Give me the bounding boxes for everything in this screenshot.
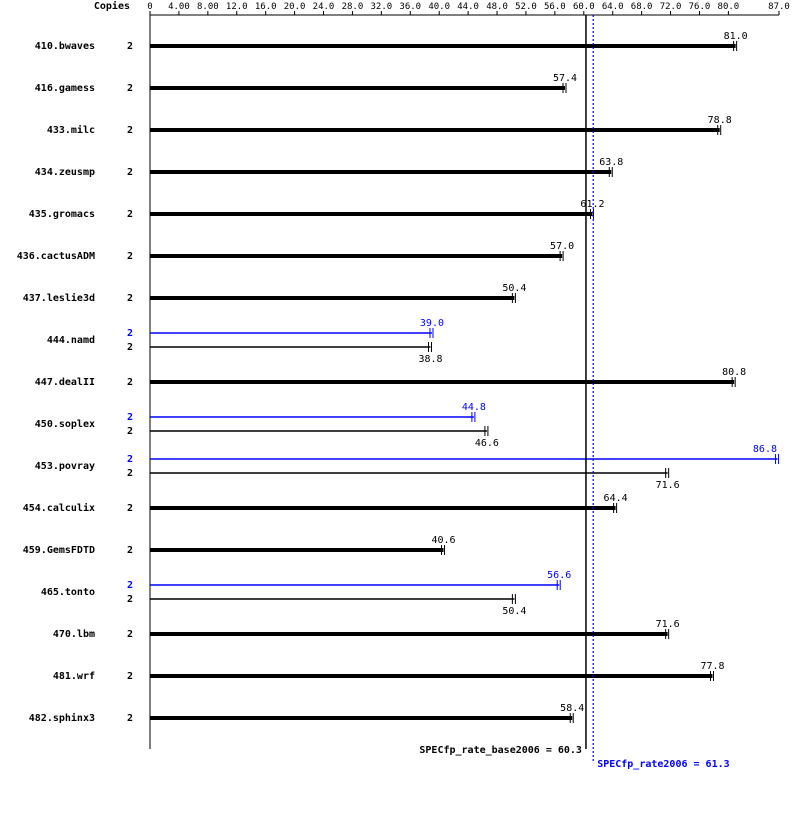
benchmark-label: 437.leslie3d [23,292,95,304]
result-value: 86.8 [753,444,777,455]
result-value: 46.6 [475,438,499,449]
benchmark-label: 447.dealII [35,377,95,388]
x-tick-label: 87.0 [768,2,790,12]
copies-value: 2 [127,594,133,605]
x-tick-label: 36.0 [399,2,421,12]
x-tick-label: 20.0 [284,2,306,12]
benchmark-label: 482.sphinx3 [29,712,95,724]
result-value: 56.6 [547,570,571,581]
x-tick-label: 72.0 [660,2,682,12]
result-value: 40.6 [431,535,455,546]
summary-base-label: SPECfp_rate_base2006 = 60.3 [419,745,582,756]
copies-value: 2 [127,293,133,304]
copies-value: 2 [127,468,133,479]
benchmark-label: 450.soplex [35,419,95,430]
result-value: 71.6 [656,619,680,630]
result-value: 78.8 [708,115,732,126]
benchmark-label: 470.lbm [53,629,95,640]
benchmark-label: 410.bwaves [35,41,95,52]
x-tick-label: 48.0 [486,2,508,12]
x-tick-label: 64.0 [602,2,624,12]
spec-chart: 0 4.00 8.00 12.0 16.0 20.0 24.0 28.0 32.0 36.0 40.… [0,0,799,831]
copies-value: 2 [127,251,133,262]
result-value: 44.8 [462,402,486,413]
result-value: 77.8 [700,661,724,672]
result-value: 50.4 [502,283,526,294]
result-value: 57.0 [550,241,574,252]
benchmark-label: 436.cactusADM [17,251,95,262]
x-tick-label: 0 [147,2,152,12]
x-tick-label: 4.00 [168,2,190,12]
copies-value: 2 [127,629,133,640]
x-tick-label: 16.0 [255,2,277,12]
copies-header: Copies [94,0,130,12]
copies-value: 2 [127,41,133,52]
x-tick-label: 56.0 [544,2,566,12]
result-value: 50.4 [502,606,526,617]
copies-value: 2 [127,377,133,388]
copies-value: 2 [127,342,133,353]
summary-peak-label: SPECfp_rate2006 = 61.3 [597,759,729,770]
result-value: 71.6 [656,480,680,491]
result-value: 38.8 [418,354,442,365]
result-value: 80.8 [722,367,746,378]
x-tick-label: 28.0 [342,2,364,12]
x-tick-label: 80.0 [718,2,740,12]
benchmark-label: 481.wrf [53,671,95,682]
copies-value: 2 [127,328,133,339]
benchmark-label: 453.povray [35,461,95,472]
copies-value: 2 [127,454,133,465]
copies-value: 2 [127,125,133,136]
x-tick-label: 68.0 [631,2,653,12]
x-tick-label: 44.0 [457,2,479,12]
x-tick-label: 76.0 [689,2,711,12]
copies-value: 2 [127,713,133,724]
copies-value: 2 [127,209,133,220]
copies-value: 2 [127,83,133,94]
benchmark-label: 454.calculix [23,502,95,514]
copies-value: 2 [127,671,133,682]
result-value: 39.0 [420,318,444,329]
copies-value: 2 [127,545,133,556]
benchmark-label: 444.namd [47,335,95,346]
x-tick-label: 40.0 [428,2,450,12]
benchmark-label: 416.gamess [35,83,95,94]
x-tick-label: 32.0 [371,2,393,12]
copies-value: 2 [127,503,133,514]
copies-value: 2 [127,412,133,423]
x-tick-label: 60.0 [573,2,595,12]
copies-value: 2 [127,580,133,591]
benchmark-label: 434.zeusmp [35,167,95,178]
result-value: 81.0 [724,31,748,42]
benchmark-label: 433.milc [47,124,95,136]
x-tick-label: 8.00 [197,2,219,12]
result-value: 61.2 [580,199,604,210]
result-value: 63.8 [599,157,623,168]
copies-value: 2 [127,426,133,437]
x-tick-label: 52.0 [515,2,537,12]
x-tick-label: 24.0 [313,2,335,12]
benchmark-label: 465.tonto [41,587,95,598]
benchmark-label: 435.gromacs [29,209,95,220]
result-value: 58.4 [560,703,584,714]
benchmark-label: 459.GemsFDTD [23,545,95,556]
copies-value: 2 [127,167,133,178]
result-value: 57.4 [553,73,577,84]
result-value: 64.4 [604,493,628,504]
x-tick-label: 12.0 [226,2,248,12]
